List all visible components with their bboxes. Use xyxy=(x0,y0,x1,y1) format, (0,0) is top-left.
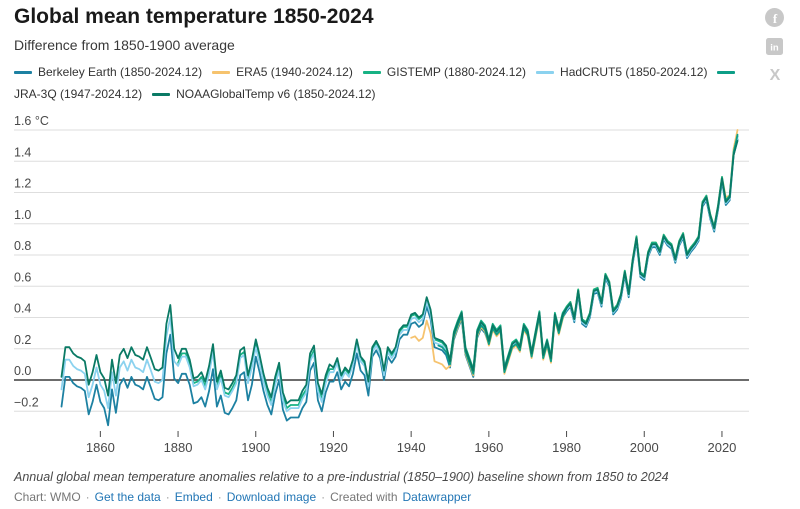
y-axis-label: 1.2 xyxy=(14,177,31,191)
x-axis-label: 1900 xyxy=(241,440,270,455)
x-share-icon[interactable]: X xyxy=(766,66,784,83)
created-with-label: Created with xyxy=(330,490,398,504)
x-axis-label: 1880 xyxy=(164,440,193,455)
chart-legend: Berkeley Earth (1850-2024.12) ERA5 (1940-… xyxy=(14,61,758,105)
legend-item-hadcrut5: HadCRUT5 (1850-2024.12) xyxy=(536,65,707,79)
legend-label: NOAAGlobalTemp v6 (1850-2024.12) xyxy=(176,87,376,101)
svg-text:in: in xyxy=(770,43,779,54)
series-line-hadcrut5[interactable] xyxy=(60,136,739,413)
datawrapper-link[interactable]: Datawrapper xyxy=(402,490,472,504)
y-axis-label: 1.4 xyxy=(14,145,31,159)
y-axis-label: 0.6 xyxy=(14,270,31,284)
legend-label: ERA5 (1940-2024.12) xyxy=(236,65,353,79)
legend-item-berkeley-earth: Berkeley Earth (1850-2024.12) xyxy=(14,65,202,79)
y-axis-label: 0.0 xyxy=(14,364,31,378)
legend-label: GISTEMP (1880-2024.12) xyxy=(386,65,527,79)
separator: · xyxy=(85,490,90,504)
x-axis-label: 2000 xyxy=(630,440,659,455)
y-axis-label: 1.0 xyxy=(14,208,31,222)
x-axis-label: 1980 xyxy=(552,440,581,455)
chart-footnote: Annual global mean temperature anomalies… xyxy=(14,470,669,484)
x-axis-label: 1960 xyxy=(474,440,503,455)
legend-swatch-era5 xyxy=(212,71,231,75)
chart-credit: Chart: WMO xyxy=(14,490,81,504)
legend-swatch-noaaglobaltemp-v6 xyxy=(152,93,171,97)
series-line-noaaglobaltemp-v6[interactable] xyxy=(60,139,739,405)
legend-item-era5: ERA5 (1940-2024.12) xyxy=(212,65,353,79)
x-axis-label: 1860 xyxy=(86,440,115,455)
legend-label: HadCRUT5 (1850-2024.12) xyxy=(560,65,708,79)
x-axis-label: 2020 xyxy=(707,440,736,455)
legend-swatch-berkeley-earth xyxy=(14,71,32,75)
facebook-share-icon[interactable]: f xyxy=(765,8,784,27)
legend-swatch-hadcrut5 xyxy=(536,71,555,75)
download-image-link[interactable]: Download image xyxy=(226,490,317,504)
y-axis-label: −0.2 xyxy=(14,395,39,409)
legend-item-gistemp: GISTEMP (1880-2024.12) xyxy=(362,65,527,79)
separator: · xyxy=(217,490,222,504)
separator: · xyxy=(165,490,170,504)
chart-attribution: Chart: WMO · Get the data · Embed · Down… xyxy=(14,490,471,504)
y-axis-label: 0.4 xyxy=(14,302,31,316)
legend-label: Berkeley Earth (1850-2024.12) xyxy=(38,65,203,79)
embed-link[interactable]: Embed xyxy=(174,490,213,504)
share-toolbar: f in X xyxy=(765,8,784,83)
page-title: Global mean temperature 1850-2024 xyxy=(14,5,374,28)
x-axis-label: 1920 xyxy=(319,440,348,455)
svg-text:X: X xyxy=(769,67,780,83)
linkedin-share-icon[interactable]: in xyxy=(766,38,783,55)
svg-text:f: f xyxy=(773,11,778,26)
y-axis-label: 1.6 °C xyxy=(14,114,49,128)
legend-label: JRA-3Q (1947-2024.12) xyxy=(14,87,143,101)
series-line-jra-3q[interactable] xyxy=(437,133,739,375)
y-axis-label: 0.8 xyxy=(14,239,31,253)
legend-swatch-jra-3q xyxy=(717,71,736,75)
y-axis-label: 0.2 xyxy=(14,333,31,347)
series-line-berkeley-earth[interactable] xyxy=(60,138,739,427)
legend-item-noaaglobaltemp-v6: NOAAGlobalTemp v6 (1850-2024.12) xyxy=(152,87,376,101)
chart-subtitle: Difference from 1850-1900 average xyxy=(14,37,235,53)
legend-swatch-gistemp xyxy=(362,71,381,75)
separator: · xyxy=(321,490,326,504)
get-the-data-link[interactable]: Get the data xyxy=(94,490,161,504)
x-axis-label: 1940 xyxy=(397,440,426,455)
legend-item-jra-3q: JRA-3Q (1947-2024.12) xyxy=(14,65,741,101)
